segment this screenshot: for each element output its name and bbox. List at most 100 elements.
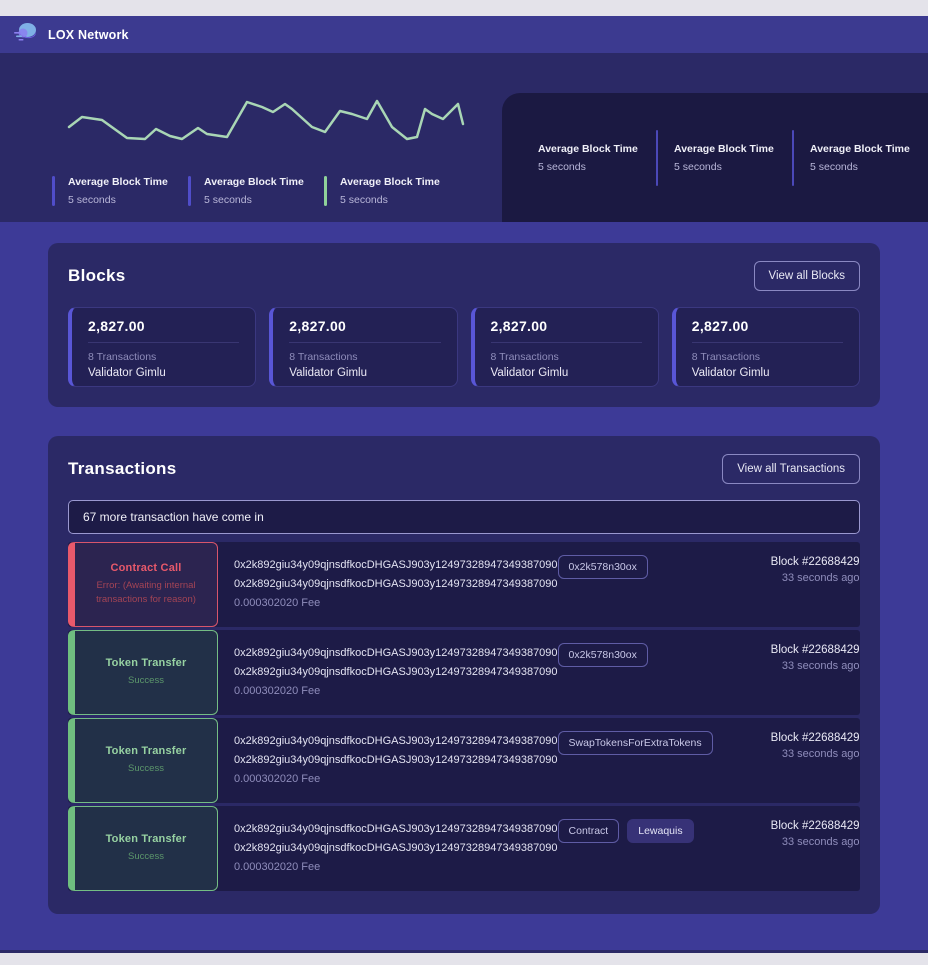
tx-fee: 0.000302020 Fee (234, 685, 321, 697)
block-card[interactable]: 2,827.00 8 Transactions Validator Gimlu (68, 307, 257, 387)
avg-block-time-stat: Average Block Time 5 seconds (674, 143, 776, 173)
transactions-section-title: Transactions (68, 459, 177, 478)
tx-status-label: Success (128, 851, 164, 863)
tx-tags: SwapTokensForExtraTokens (557, 718, 734, 803)
browser-top-strip (0, 0, 928, 16)
transaction-row[interactable]: Token Transfer Success 0x2k892giu34y09qj… (68, 718, 860, 803)
blocks-section-title: Blocks (68, 266, 126, 285)
tx-timestamp: 33 seconds ago (781, 572, 860, 584)
tx-address-tag[interactable]: 0x2k578n30ox (557, 555, 648, 579)
tx-timestamp: 33 seconds ago (781, 748, 860, 760)
tx-address-tag[interactable]: 0x2k578n30ox (557, 643, 648, 667)
tx-hash[interactable]: 0x2k892giu34y09qjnsdfkocDHGASJ903y124973… (234, 578, 558, 590)
avg-block-time-stat: Average Block Time 5 seconds (538, 143, 640, 173)
stat-label: Average Block Time (340, 176, 440, 188)
stat-label: Average Block Time (68, 176, 168, 188)
stat-accent-bar (188, 176, 191, 206)
transaction-row[interactable]: Token Transfer Success 0x2k892giu34y09qj… (68, 806, 860, 891)
block-validator: Validator Gimlu (691, 367, 770, 379)
avg-block-time-stat: Average Block Time 5 seconds (52, 176, 168, 206)
tx-tags: Contract Lewaquis (557, 806, 734, 891)
new-transactions-notification[interactable]: 67 more transaction have come in (68, 500, 860, 534)
avg-block-time-stat: Average Block Time 5 seconds (324, 176, 440, 206)
tx-contract-tag[interactable]: Contract (557, 819, 620, 843)
block-validator: Validator Gimlu (490, 367, 569, 379)
brand-name: LOX Network (48, 27, 129, 42)
tx-details: 0x2k892giu34y09qjnsdfkocDHGASJ903y124973… (218, 806, 558, 891)
tx-hash[interactable]: 0x2k892giu34y09qjnsdfkocDHGASJ903y124973… (234, 647, 558, 659)
view-all-blocks-button[interactable]: View all Blocks (753, 261, 860, 291)
blocks-card-row: 2,827.00 8 Transactions Validator Gimlu … (68, 307, 860, 387)
transactions-section: Transactions View all Transactions 67 mo… (48, 436, 880, 914)
tx-type-label: Contract Call (110, 562, 182, 575)
block-tx-count: 8 Transactions (691, 351, 761, 363)
tx-block-number[interactable]: Block #22688429 (770, 820, 860, 832)
browser-bottom-strip (0, 953, 928, 965)
block-tx-count: 8 Transactions (490, 351, 559, 363)
block-validator: Validator Gimlu (289, 367, 368, 379)
tx-details: 0x2k892giu34y09qjnsdfkocDHGASJ903y124973… (218, 630, 558, 715)
tx-timestamp: 33 seconds ago (781, 660, 860, 672)
tx-timestamp: 33 seconds ago (781, 836, 860, 848)
hero-section: Average Block Time 5 seconds Average Blo… (0, 53, 928, 222)
stat-accent-bar (324, 176, 327, 206)
tx-status-label: Error: (Awaiting internal transactions f… (96, 580, 196, 605)
stat-label: Average Block Time (810, 142, 910, 155)
footer-divider (0, 950, 928, 953)
block-number: 2,827.00 (289, 318, 441, 343)
brand-logo[interactable]: LOX Network (13, 21, 129, 48)
tx-tags: 0x2k578n30ox (557, 630, 734, 715)
tx-meta: Block #22688429 33 seconds ago (734, 542, 876, 627)
stat-divider (792, 129, 794, 186)
block-time-sparkline (67, 99, 465, 141)
tx-block-number[interactable]: Block #22688429 (770, 644, 860, 656)
block-card[interactable]: 2,827.00 8 Transactions Validator Gimlu (470, 307, 659, 387)
tx-hash[interactable]: 0x2k892giu34y09qjnsdfkocDHGASJ903y124973… (234, 754, 558, 766)
tx-status-label: Success (128, 763, 164, 775)
tx-hash[interactable]: 0x2k892giu34y09qjnsdfkocDHGASJ903y124973… (234, 559, 558, 571)
tx-type-label: Token Transfer (105, 833, 187, 846)
tx-block-number[interactable]: Block #22688429 (770, 732, 860, 744)
tx-name-tag[interactable]: Lewaquis (627, 819, 694, 843)
tx-hash[interactable]: 0x2k892giu34y09qjnsdfkocDHGASJ903y124973… (234, 666, 558, 678)
stat-divider (656, 129, 658, 186)
hero-right-stats-panel: Average Block Time 5 seconds Average Blo… (502, 93, 928, 222)
block-number: 2,827.00 (88, 318, 240, 343)
tx-hash[interactable]: 0x2k892giu34y09qjnsdfkocDHGASJ903y124973… (234, 735, 558, 747)
tx-type-label: Token Transfer (105, 657, 187, 670)
tx-fee: 0.000302020 Fee (234, 773, 321, 785)
tx-status-label: Success (128, 675, 164, 687)
tx-method-tag[interactable]: SwapTokensForExtraTokens (557, 731, 713, 755)
block-card[interactable]: 2,827.00 8 Transactions Validator Gimlu (671, 307, 860, 387)
tx-fee: 0.000302020 Fee (234, 597, 321, 609)
tx-details: 0x2k892giu34y09qjnsdfkocDHGASJ903y124973… (218, 542, 558, 627)
block-number: 2,827.00 (691, 318, 843, 343)
tx-meta: Block #22688429 33 seconds ago (734, 630, 876, 715)
avg-block-time-stat: Average Block Time 5 seconds (810, 143, 912, 173)
stat-label: Average Block Time (538, 142, 638, 155)
tx-type-badge: Token Transfer Success (68, 630, 218, 715)
tx-meta: Block #22688429 33 seconds ago (734, 806, 876, 891)
avg-block-time-stat: Average Block Time 5 seconds (188, 176, 304, 206)
block-time-chart (55, 87, 475, 156)
view-all-transactions-button[interactable]: View all Transactions (722, 454, 860, 484)
tx-hash[interactable]: 0x2k892giu34y09qjnsdfkocDHGASJ903y124973… (234, 842, 558, 854)
stat-label: Average Block Time (674, 142, 774, 155)
stat-label: Average Block Time (204, 176, 304, 188)
blocks-section: Blocks View all Blocks 2,827.00 8 Transa… (48, 243, 880, 407)
block-tx-count: 8 Transactions (88, 351, 157, 363)
stat-value: 5 seconds (538, 160, 586, 173)
tx-tags: 0x2k578n30ox (557, 542, 734, 627)
transaction-row[interactable]: Contract Call Error: (Awaiting internal … (68, 542, 860, 627)
stat-accent-bar (52, 176, 55, 206)
tx-block-number[interactable]: Block #22688429 (770, 556, 860, 568)
tx-type-label: Token Transfer (105, 745, 187, 758)
block-card[interactable]: 2,827.00 8 Transactions Validator Gimlu (269, 307, 458, 387)
tx-type-badge: Token Transfer Success (68, 806, 218, 891)
transaction-row[interactable]: Token Transfer Success 0x2k892giu34y09qj… (68, 630, 860, 715)
tx-fee: 0.000302020 Fee (234, 861, 321, 873)
stat-value: 5 seconds (674, 160, 722, 173)
stat-value: 5 seconds (68, 194, 116, 206)
tx-hash[interactable]: 0x2k892giu34y09qjnsdfkocDHGASJ903y124973… (234, 823, 558, 835)
